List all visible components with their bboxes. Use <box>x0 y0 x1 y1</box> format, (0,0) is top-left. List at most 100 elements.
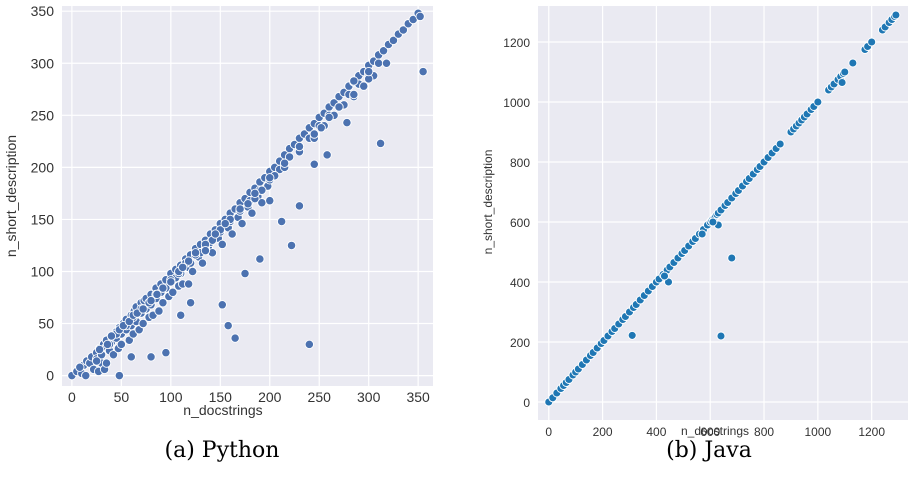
python-data-point <box>230 333 240 343</box>
python-data-point <box>223 320 233 331</box>
python-data-point <box>138 304 148 314</box>
python-caption: (a) Python <box>165 438 280 463</box>
python-data-point <box>309 129 319 139</box>
java-y-axis-label: n_short_description <box>481 150 495 255</box>
python-data-point <box>217 300 227 310</box>
python-data-point <box>178 262 188 272</box>
java-data-point <box>697 229 707 239</box>
python-data-point <box>200 246 211 256</box>
java-data-point <box>708 217 718 227</box>
python-data-point <box>349 76 359 86</box>
python-data-point <box>183 256 194 266</box>
python-data-point <box>381 58 392 68</box>
java-data-point <box>837 78 847 87</box>
python-data-point <box>217 239 227 250</box>
python-y-tick-label: 50 <box>38 316 54 332</box>
java-x-tick-label: 1000 <box>805 425 832 439</box>
java-x-tick-label: 400 <box>646 425 666 439</box>
java-data-point <box>664 277 673 287</box>
python-data-point <box>342 117 352 128</box>
java-data-points <box>544 10 901 407</box>
java-y-tick-label: 400 <box>510 276 530 290</box>
python-data-point <box>185 298 196 308</box>
python-data-point <box>183 279 194 289</box>
python-data-point <box>152 289 162 300</box>
python-data-point <box>284 152 295 162</box>
python-data-point <box>94 344 105 355</box>
python-data-point <box>334 102 344 112</box>
python-data-point <box>378 46 389 56</box>
python-data-point <box>126 352 136 362</box>
python-data-point <box>197 258 208 268</box>
python-data-point <box>91 356 102 366</box>
python-x-tick-label: 100 <box>159 389 183 405</box>
python-data-point <box>158 298 168 308</box>
python-x-tick-label: 350 <box>406 389 430 405</box>
java-y-tick-label: 600 <box>510 216 530 230</box>
python-y-axis-label: n_short_description <box>3 135 19 257</box>
python-data-point <box>101 358 112 368</box>
java-x-tick-label: 800 <box>754 425 774 439</box>
python-data-point <box>243 199 253 209</box>
java-data-point <box>840 67 850 77</box>
java-data-point <box>891 10 901 20</box>
python-data-point <box>276 216 287 227</box>
python-data-point <box>138 318 148 329</box>
python-x-tick-label: 50 <box>114 389 130 405</box>
python-x-tick-label: 150 <box>209 389 233 405</box>
python-data-point <box>158 283 168 293</box>
python-data-point <box>349 89 359 100</box>
python-data-point <box>81 370 91 381</box>
java-y-tick-label: 800 <box>510 156 530 170</box>
python-data-point <box>106 331 117 341</box>
python-x-tick-label: 0 <box>68 389 76 405</box>
python-data-points <box>67 8 428 381</box>
python-y-tick-label: 0 <box>46 368 54 384</box>
python-data-point <box>359 81 369 91</box>
python-data-point <box>265 196 275 206</box>
python-x-tick-label: 250 <box>308 389 332 405</box>
python-data-point <box>398 25 408 35</box>
java-caption: (b) Java <box>666 438 752 463</box>
java-x-tick-label: 600 <box>700 425 720 439</box>
python-data-point <box>316 123 326 133</box>
python-data-point <box>154 306 164 316</box>
python-data-point <box>210 229 220 239</box>
python-data-point <box>250 188 260 199</box>
python-data-point <box>190 248 201 258</box>
python-data-point <box>75 362 85 372</box>
java-data-point <box>660 271 669 281</box>
python-data-point <box>304 339 314 350</box>
python-data-point <box>108 350 119 360</box>
python-scatter-chart: 0 50 100 150 200 250 300 350 0 50 100 150 200 250 300 3… <box>3 3 433 463</box>
python-data-point <box>364 66 374 77</box>
python-tick-labels: 0 50 100 150 200 250 300 350 0 50 100 150 200 250 300 3… <box>31 3 430 405</box>
python-data-point <box>265 173 275 183</box>
python-y-tick-label: 150 <box>31 211 55 227</box>
python-data-point <box>322 150 332 160</box>
python-data-point <box>388 35 399 46</box>
python-data-point <box>114 370 125 381</box>
java-data-point <box>813 97 823 107</box>
java-y-tick-label: 1200 <box>503 36 530 50</box>
python-data-point <box>161 348 171 358</box>
java-gridlines <box>538 6 908 420</box>
python-data-point <box>418 66 428 77</box>
python-x-axis-label: n_docstrings <box>183 402 262 418</box>
java-data-point <box>848 58 858 68</box>
python-data-point <box>235 204 245 214</box>
java-x-tick-label: 1200 <box>858 425 885 439</box>
java-scatter-chart: 0 200 400 600 800 1000 1200 0 200 400 600 800 1000 12… <box>481 6 908 463</box>
java-data-point <box>867 37 877 47</box>
java-data-point <box>775 139 785 149</box>
python-x-tick-label: 300 <box>357 389 381 405</box>
java-y-tick-label: 200 <box>510 336 530 350</box>
python-data-point <box>227 229 237 239</box>
python-data-point <box>187 266 198 277</box>
python-x-tick-label: 200 <box>258 389 282 405</box>
java-tick-labels: 0 200 400 600 800 1000 1200 0 200 400 600 800 1000 12… <box>503 36 885 439</box>
python-data-point <box>220 218 230 229</box>
java-y-tick-label: 0 <box>523 396 530 410</box>
python-data-point <box>309 159 319 169</box>
